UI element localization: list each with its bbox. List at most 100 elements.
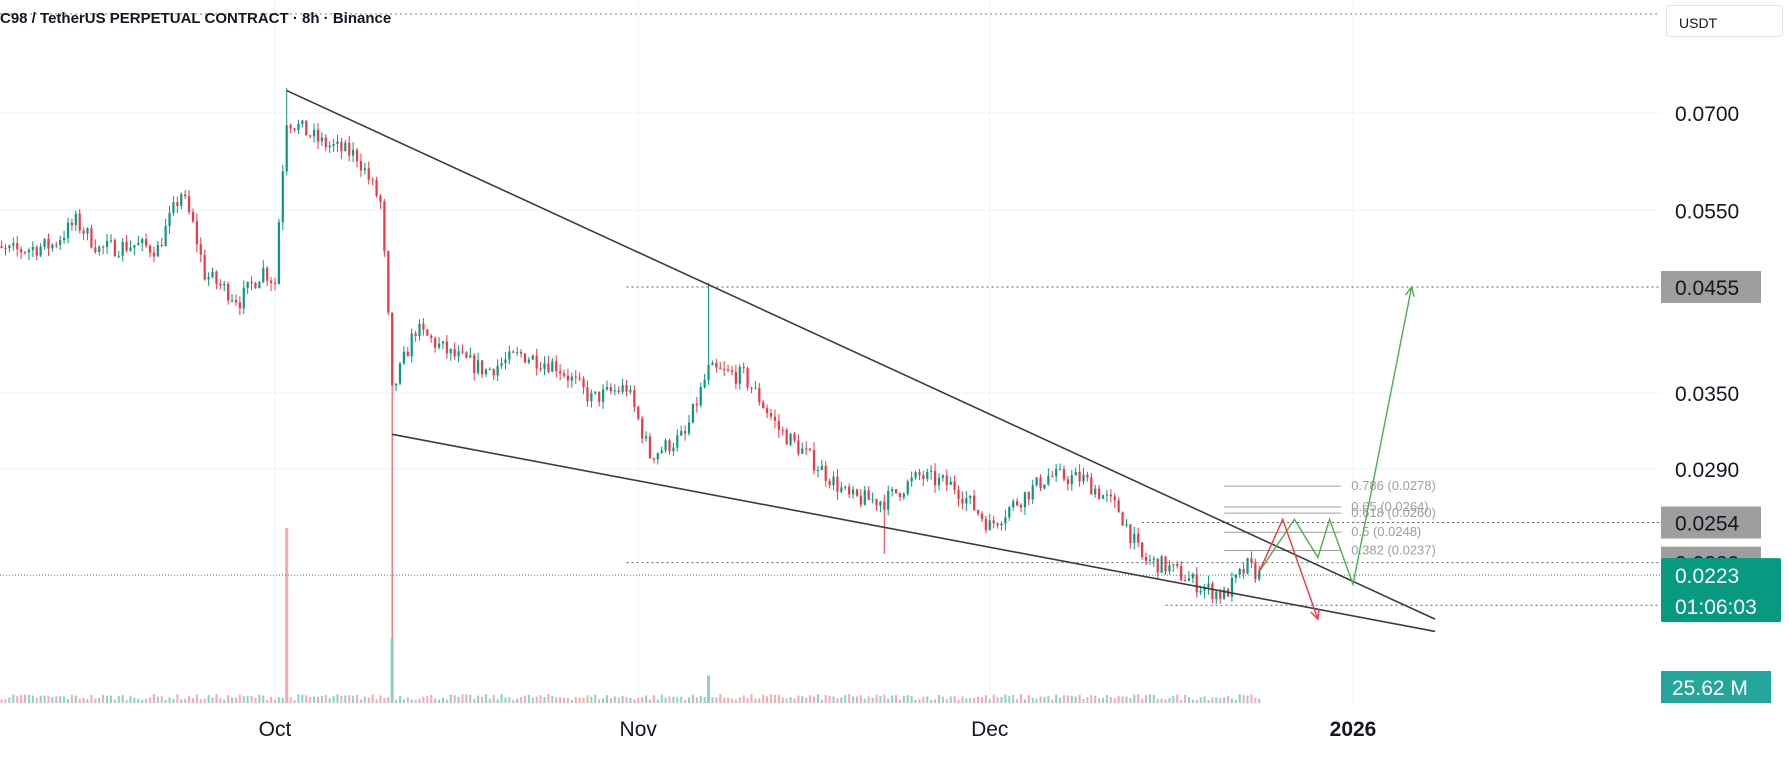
volume-bar [12,694,15,703]
volume-bar [867,696,870,703]
volume-bar [1246,695,1249,703]
candle-body [20,249,23,253]
volume-bar [664,697,667,703]
candle-body [262,267,265,282]
candle-body [496,365,499,376]
candle-body [668,440,671,452]
candle-body [945,475,948,485]
volume-bar [535,696,538,703]
candle-body [1055,469,1058,477]
candle-body [1027,492,1030,500]
volume-bar [106,695,109,703]
candle-body [1152,558,1155,560]
volume-bar [1078,694,1081,703]
volume-bar [16,696,19,703]
candle-body [348,142,351,156]
candle-body [758,387,761,403]
candle-body [336,141,339,145]
volume-bar [637,697,640,703]
candle-body [930,470,933,472]
candle-body [184,194,187,197]
candle-body [883,501,886,510]
candle-body [47,238,50,249]
candle-body [672,447,675,452]
candle-body [281,171,284,223]
candle-body [1137,533,1140,543]
time-axis-label: Oct [259,718,292,741]
volume-bar [887,698,890,703]
volume-bar [63,696,66,703]
volume-bar [301,694,304,703]
candle-body [937,477,941,486]
volume-bar [398,696,401,703]
volume-bar [930,699,933,703]
volume-bar [742,695,745,703]
volume-bar [527,694,530,703]
candle-body [1070,475,1073,485]
volume-bar [1164,699,1167,703]
volume-bar [74,695,77,703]
currency-select[interactable]: USDT [1666,5,1783,37]
volume-bar [457,696,460,703]
volume-bar [680,696,683,703]
candle-body [1238,568,1241,575]
candle-body [523,353,527,363]
volume-bar [883,694,886,703]
volume-bar [996,697,999,703]
price-axis-label: 0.0350 [1675,383,1739,406]
candle-body [570,376,573,381]
candle-body [410,333,413,357]
candle-body [641,418,644,439]
volume-bar [47,695,50,703]
volume-bar [82,697,85,703]
candle-body [1199,590,1202,593]
last-price-badge [1661,558,1781,623]
volume-bar [1059,697,1062,703]
candle-body [726,369,730,371]
candle-body [973,495,976,511]
volume-bar [609,698,612,703]
candle-body [23,252,27,254]
candle-body [484,369,488,375]
candle-body [805,448,808,450]
volume-bar [1156,698,1159,703]
volume-bar [695,697,698,703]
volume-bar [1227,695,1230,703]
volume-bar [434,698,437,703]
volume-bar [445,699,448,703]
candle-body [1113,496,1116,501]
volume-bar [1215,697,1218,703]
volume-badge [1661,671,1771,703]
volume-bar [39,695,42,703]
volume-bar [844,695,847,703]
candle-body [875,499,878,506]
volume-bar [1207,699,1210,703]
candle-body [277,222,281,285]
volume-bar [51,696,54,703]
volume-bar [1047,695,1050,703]
volume-bar [723,697,726,703]
candle-body [773,416,777,421]
candle-body [12,243,15,246]
volume-bar [1102,697,1105,703]
candle-body [195,221,198,245]
candle-body [992,520,995,524]
upper-trendline [286,89,1436,620]
volume-bar [547,694,550,703]
candle-body [191,211,195,222]
candle-body [465,352,468,358]
volume-bar [957,699,960,703]
candle-body [234,299,238,303]
volume-bar [594,694,597,703]
candle-body [168,212,171,226]
volume-bar [55,696,58,703]
candle-body [66,222,70,238]
fib-label: 0.786 (0.0278) [1351,478,1436,493]
volume-bar [211,697,214,703]
candle-body [766,408,769,414]
candle-body [301,120,304,125]
candle-body [148,245,152,253]
candle-body [1086,474,1089,478]
volume-bar [992,694,995,703]
